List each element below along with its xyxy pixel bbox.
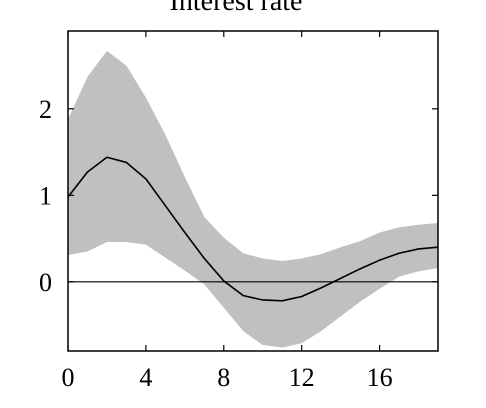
x-tick-label: 0 (62, 363, 75, 392)
impulse-response-line-layer (67, 156, 439, 302)
y-tick-label: 1 (39, 181, 52, 210)
title-layer: Interest rate (170, 0, 303, 17)
impulse-response-line (67, 156, 439, 302)
x-tick-label: 16 (367, 363, 393, 392)
x-tick-label: 4 (139, 363, 152, 392)
chart-title: Interest rate (170, 0, 303, 17)
axes-layer (67, 30, 439, 352)
confidence-band-layer (68, 50, 438, 348)
confidence-band (68, 50, 438, 348)
x-tick-label: 8 (217, 363, 230, 392)
y-tick-label: 2 (39, 95, 52, 124)
y-tick-label: 0 (39, 268, 52, 297)
plot-frame (67, 30, 439, 352)
x-tick-label: 12 (289, 363, 315, 392)
